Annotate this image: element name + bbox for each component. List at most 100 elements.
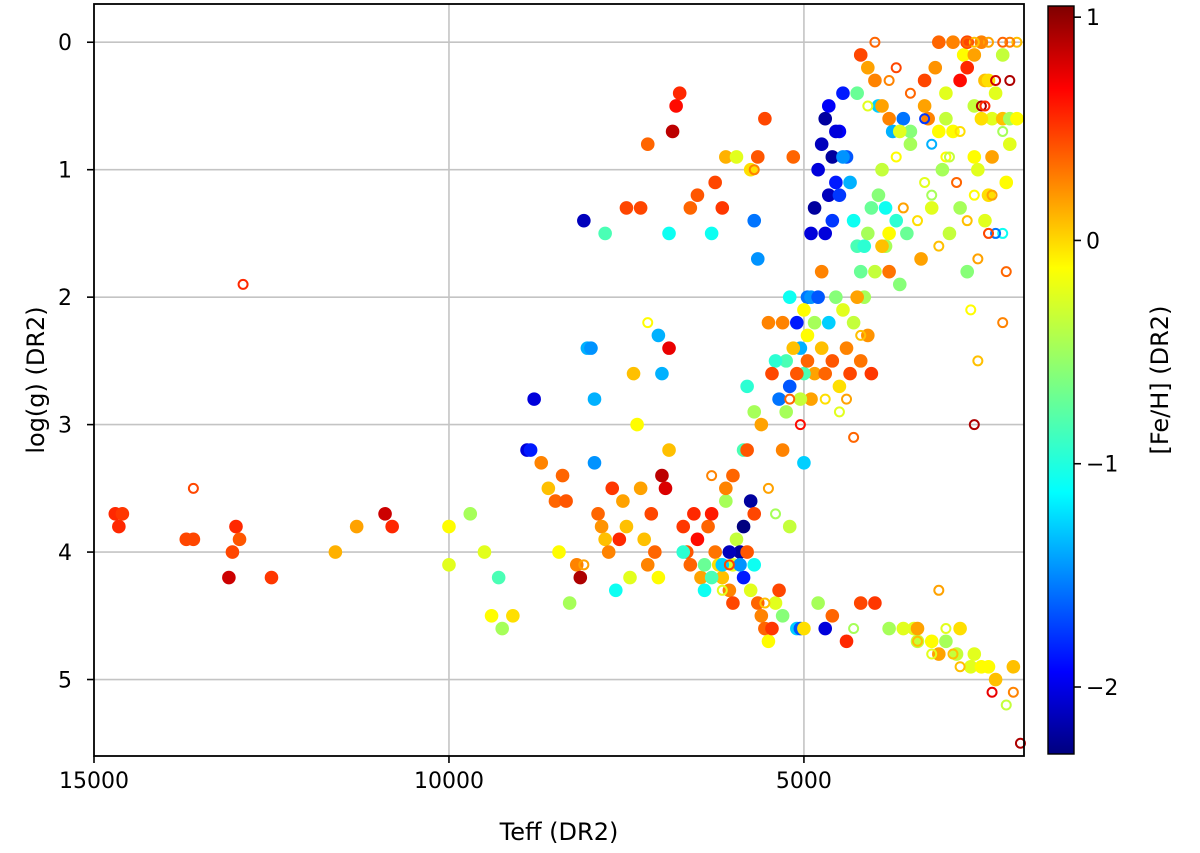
- hollow-point: [1000, 699, 1012, 711]
- filled-point: [811, 596, 825, 610]
- filled-point: [782, 290, 797, 304]
- filled-point: [722, 545, 737, 559]
- filled-point: [988, 86, 1003, 101]
- hollow-point: [187, 482, 199, 494]
- filled-point: [889, 213, 904, 228]
- filled-point: [442, 519, 456, 534]
- filled-point: [775, 443, 790, 457]
- hollow-point: [972, 253, 984, 265]
- filled-point: [807, 366, 822, 381]
- filled-point: [651, 570, 666, 585]
- hollow-point: [951, 176, 963, 188]
- filled-point: [740, 443, 754, 457]
- hollow-point: [986, 189, 998, 201]
- filled-point: [559, 494, 573, 508]
- filled-point: [761, 634, 776, 649]
- filled-point: [999, 175, 1014, 190]
- x-tick-label: 10000: [414, 769, 484, 794]
- filled-point: [665, 124, 680, 139]
- hollow-point: [990, 74, 1002, 86]
- filled-point: [829, 175, 843, 190]
- filled-point: [985, 111, 999, 126]
- hollow-point: [862, 100, 874, 112]
- hollow-point: [784, 393, 796, 405]
- hollow-point: [1014, 737, 1026, 749]
- scatter-points: [108, 35, 1026, 749]
- hollow-point: [975, 100, 987, 112]
- filled-point: [747, 507, 762, 521]
- hollow-point: [890, 62, 902, 74]
- hollow-point: [723, 559, 735, 571]
- filled-point: [875, 99, 889, 113]
- filled-point: [605, 481, 620, 496]
- filled-point: [821, 188, 836, 202]
- hollow-point: [919, 176, 931, 188]
- filled-point: [779, 405, 793, 419]
- filled-point: [956, 48, 971, 62]
- hollow-point: [897, 202, 909, 214]
- filled-point: [790, 315, 804, 330]
- filled-point: [868, 596, 882, 610]
- filled-point: [640, 137, 655, 152]
- filled-point: [708, 545, 722, 559]
- filled-point: [733, 558, 747, 572]
- filled-point: [626, 366, 641, 381]
- filled-point: [704, 570, 719, 585]
- hollow-point: [997, 125, 1009, 137]
- hollow-point: [869, 36, 881, 48]
- filled-point: [829, 124, 843, 139]
- filled-point: [814, 264, 829, 279]
- hollow-point: [961, 215, 973, 227]
- filled-point: [928, 60, 943, 75]
- filled-point: [750, 150, 765, 164]
- filled-point: [765, 621, 779, 636]
- x-axis-label: Teff (DR2): [499, 818, 619, 846]
- filled-point: [662, 226, 676, 241]
- hollow-point: [968, 419, 980, 431]
- filled-point: [541, 481, 556, 496]
- filled-point: [587, 392, 602, 406]
- hollow-point: [890, 151, 902, 163]
- colorbar-tick-label: −1: [1086, 453, 1118, 478]
- filled-point: [793, 392, 808, 406]
- filled-point: [857, 239, 872, 253]
- filled-point: [882, 226, 896, 241]
- hollow-point: [986, 686, 998, 698]
- filled-point: [608, 583, 623, 598]
- filled-point: [804, 226, 818, 241]
- hollow-point: [943, 151, 955, 163]
- hollow-point: [912, 215, 924, 227]
- filled-point: [818, 621, 833, 636]
- filled-point: [562, 596, 577, 610]
- filled-point: [491, 570, 506, 585]
- filled-point: [864, 366, 879, 381]
- x-tick-label: 15000: [59, 769, 129, 794]
- filled-point: [818, 111, 833, 126]
- filled-point: [960, 60, 975, 75]
- filled-point: [115, 507, 130, 521]
- hollow-point: [940, 623, 952, 635]
- filled-point: [861, 226, 875, 241]
- x-axis-ticks: 15000 10000 5000: [59, 756, 832, 794]
- filled-point: [871, 188, 886, 202]
- filled-point: [772, 392, 786, 406]
- filled-point: [782, 379, 797, 394]
- hollow-point: [919, 113, 931, 125]
- filled-point: [683, 558, 698, 572]
- filled-point: [506, 608, 520, 623]
- filled-point: [797, 456, 811, 470]
- hollow-point: [1007, 686, 1019, 698]
- filled-point: [882, 621, 896, 636]
- filled-point: [896, 111, 911, 126]
- filled-point: [740, 379, 754, 394]
- hollow-point: [578, 559, 590, 571]
- filled-point: [495, 621, 510, 636]
- filled-point: [687, 507, 701, 521]
- filled-point: [697, 558, 712, 572]
- filled-point: [704, 507, 719, 521]
- hollow-point: [1011, 36, 1023, 48]
- filled-point: [729, 150, 744, 164]
- y-axis-label: log(g) (DR2): [22, 306, 50, 453]
- hollow-point: [237, 278, 249, 290]
- colorbar-frame: [1047, 5, 1075, 755]
